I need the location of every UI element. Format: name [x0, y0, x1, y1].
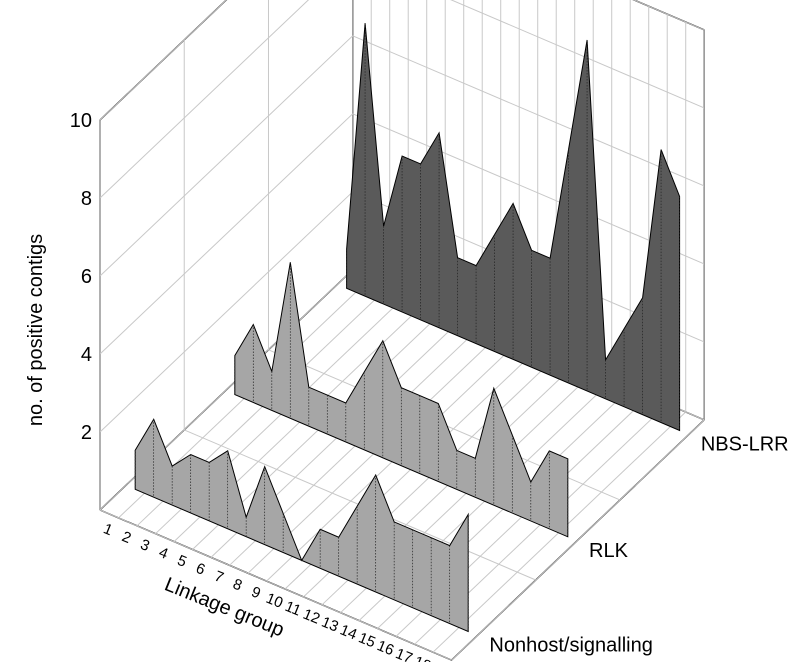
y-tick-label: 2	[81, 422, 92, 444]
floor-gridline	[451, 419, 705, 661]
y-tick-label: 8	[81, 188, 92, 210]
x-tick-label: 18	[412, 653, 434, 662]
x-tick-label: 4	[156, 544, 170, 563]
x-tick-label: 11	[283, 598, 304, 620]
y-gridline	[99, 0, 705, 121]
z-tick-label: RLK	[589, 540, 629, 562]
wall-top-edge	[99, 0, 705, 121]
x-tick-label: 16	[375, 637, 397, 659]
series-area	[346, 23, 681, 432]
x-tick-label: 8	[230, 576, 244, 595]
x-tick-label: 14	[338, 621, 360, 643]
x-tick-labels: 12345678910111213141516171819	[101, 520, 452, 662]
z-tick-label: NBS-LRR	[701, 433, 789, 455]
x-tick-label: 6	[193, 560, 207, 579]
series-nonhost-signalling	[134, 418, 469, 633]
x-tick-label: 1	[101, 520, 115, 539]
y-tick-label: 4	[81, 344, 92, 366]
y-tick-label: 10	[70, 110, 92, 132]
y-axis-label: no. of positive contigs	[25, 234, 47, 426]
y-tick-labels: 2 4 6 8 10	[70, 110, 92, 444]
x-tick-label: 3	[138, 536, 152, 555]
series-area	[134, 418, 469, 633]
x-tick-label: 7	[212, 568, 226, 587]
series-nbs-lrr	[346, 23, 681, 432]
chart-series	[134, 23, 681, 633]
series-rlk	[234, 262, 569, 538]
x-tick-label: 12	[301, 606, 323, 628]
x-tick-label: 2	[119, 528, 133, 547]
x-tick-label: 9	[249, 584, 263, 603]
x-tick-label: 17	[393, 645, 415, 662]
x-tick-label: 10	[264, 590, 286, 612]
x-tick-label: 5	[175, 552, 189, 571]
floor-gridline	[99, 509, 452, 661]
z-tick-label: Nonhost/signalling	[489, 634, 652, 656]
z-tick-labels: Nonhost/signalling RLK NBS-LRR	[489, 433, 788, 656]
x-tick-label: 13	[319, 614, 341, 636]
series-area	[234, 262, 569, 538]
x-tick-label: 15	[356, 629, 378, 651]
y-tick-label: 6	[81, 266, 92, 288]
